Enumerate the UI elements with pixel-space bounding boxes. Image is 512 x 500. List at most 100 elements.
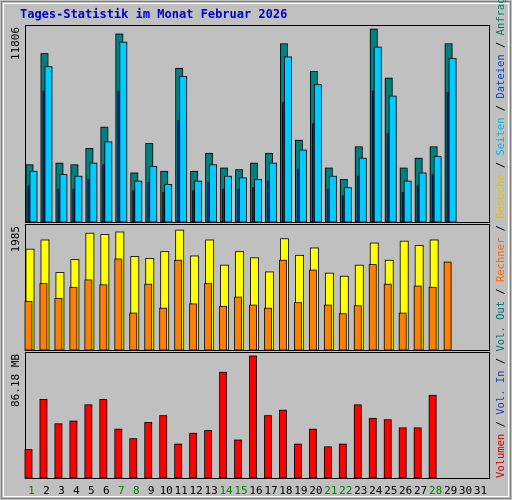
bar-rechner bbox=[84, 279, 93, 351]
legend-entry: Rechner bbox=[495, 238, 507, 282]
bar-volumen bbox=[294, 443, 302, 479]
x-tick-label: 23 bbox=[354, 484, 367, 497]
bar-volumen bbox=[413, 427, 422, 479]
y-max-label-visits: 1985 bbox=[9, 226, 22, 253]
bar-dateien bbox=[179, 76, 188, 223]
legend-entry: / bbox=[495, 99, 507, 118]
bar-rechner bbox=[383, 283, 392, 351]
legend-entry: / bbox=[495, 282, 507, 301]
bar-volumen bbox=[368, 417, 377, 479]
x-tick-label: 3 bbox=[58, 484, 65, 497]
legend-entry: Volumen bbox=[495, 434, 507, 478]
x-tick-label: 9 bbox=[148, 484, 155, 497]
bar-dateien bbox=[343, 187, 352, 223]
x-tick-label: 24 bbox=[369, 484, 383, 497]
bar-dateien bbox=[104, 141, 113, 223]
bar-rechner bbox=[234, 296, 242, 351]
bar-rechner bbox=[398, 312, 407, 351]
legend-entry: Seiten bbox=[495, 118, 507, 156]
legend-entry: / bbox=[495, 415, 507, 434]
bar-dateien bbox=[224, 175, 232, 223]
bar-volumen bbox=[99, 398, 108, 479]
x-tick-label: 18 bbox=[279, 484, 292, 497]
bar-dateien bbox=[358, 157, 367, 223]
bar-volumen bbox=[308, 428, 317, 479]
bar-dateien bbox=[299, 149, 307, 223]
bar-rechner bbox=[69, 286, 78, 351]
bar-dateien bbox=[149, 166, 158, 223]
bar-rechner bbox=[443, 261, 452, 351]
x-tick-label: 29 bbox=[444, 484, 457, 497]
bar-volumen bbox=[353, 404, 362, 479]
bar-dateien bbox=[194, 180, 203, 223]
bar-rechner bbox=[39, 283, 48, 351]
bar-volumen bbox=[249, 355, 257, 479]
bar-dateien bbox=[328, 175, 337, 223]
bar-volumen bbox=[204, 430, 213, 479]
legend-entry: Vol. In bbox=[495, 371, 507, 415]
bar-volumen bbox=[114, 428, 123, 479]
x-tick-label: 28 bbox=[429, 484, 442, 497]
x-tick-label: 19 bbox=[294, 484, 307, 497]
x-tick-label: 6 bbox=[103, 484, 110, 497]
bar-rechner bbox=[159, 307, 168, 351]
x-tick-label: 8 bbox=[133, 484, 140, 497]
x-tick-label: 22 bbox=[339, 484, 352, 497]
y-max-label-volume: 86.18 MB bbox=[9, 354, 22, 407]
bar-dateien bbox=[388, 95, 397, 223]
bar-rechner bbox=[294, 302, 302, 351]
bar-rechner bbox=[54, 297, 63, 351]
legend-entry: Dateien bbox=[495, 54, 507, 98]
bar-dateien bbox=[119, 41, 128, 223]
x-tick-label: 11 bbox=[175, 484, 188, 497]
bar-rechner bbox=[308, 269, 317, 351]
bar-volumen bbox=[54, 423, 63, 479]
bar-volumen bbox=[234, 439, 242, 479]
bar-volumen bbox=[144, 422, 153, 479]
legend-entry: / bbox=[495, 352, 507, 371]
bar-volumen bbox=[219, 371, 227, 479]
bar-dateien bbox=[74, 175, 83, 223]
chart-title: Tages-Statistik im Monat Februar 2026 bbox=[20, 7, 288, 21]
bar-dateien bbox=[284, 56, 292, 223]
legend-entry: Besuche bbox=[495, 174, 507, 218]
bar-rechner bbox=[144, 283, 153, 351]
x-tick-label: 30 bbox=[459, 484, 472, 497]
bar-dateien bbox=[239, 177, 247, 223]
bar-rechner bbox=[338, 313, 347, 351]
bar-dateien bbox=[418, 172, 427, 223]
bar-dateien bbox=[448, 58, 457, 223]
bar-dateien bbox=[209, 164, 218, 223]
x-tick-label: 31 bbox=[474, 484, 487, 497]
x-tick-label: 10 bbox=[160, 484, 173, 497]
x-tick-label: 17 bbox=[264, 484, 277, 497]
bar-volumen bbox=[69, 420, 78, 479]
bar-dateien bbox=[44, 66, 53, 223]
legend-entry: / bbox=[495, 35, 507, 54]
bar-rechner bbox=[204, 283, 213, 351]
legend-entry: Vol. Out bbox=[495, 301, 507, 352]
x-tick-label: 13 bbox=[204, 484, 217, 497]
bar-volumen bbox=[428, 394, 437, 479]
x-tick-label: 21 bbox=[324, 484, 337, 497]
bar-rechner bbox=[249, 304, 257, 351]
x-tick-label: 26 bbox=[399, 484, 412, 497]
x-tick-label: 7 bbox=[118, 484, 125, 497]
bar-volumen bbox=[174, 443, 183, 479]
bar-volumen bbox=[383, 419, 392, 479]
x-tick-label: 4 bbox=[73, 484, 80, 497]
bar-rechner bbox=[24, 301, 33, 351]
bar-dateien bbox=[403, 180, 412, 223]
x-tick-label: 25 bbox=[384, 484, 397, 497]
x-tick-label: 27 bbox=[414, 484, 427, 497]
bar-dateien bbox=[433, 156, 442, 223]
x-tick-label: 1 bbox=[28, 484, 35, 497]
bar-rechner bbox=[428, 286, 437, 351]
y-max-label-hits: 11806 bbox=[9, 27, 22, 60]
bar-rechner bbox=[219, 305, 227, 351]
x-tick-label: 12 bbox=[190, 484, 203, 497]
bar-dateien bbox=[89, 162, 98, 223]
outer-border-inner bbox=[3, 3, 509, 497]
bar-dateien bbox=[254, 179, 262, 223]
